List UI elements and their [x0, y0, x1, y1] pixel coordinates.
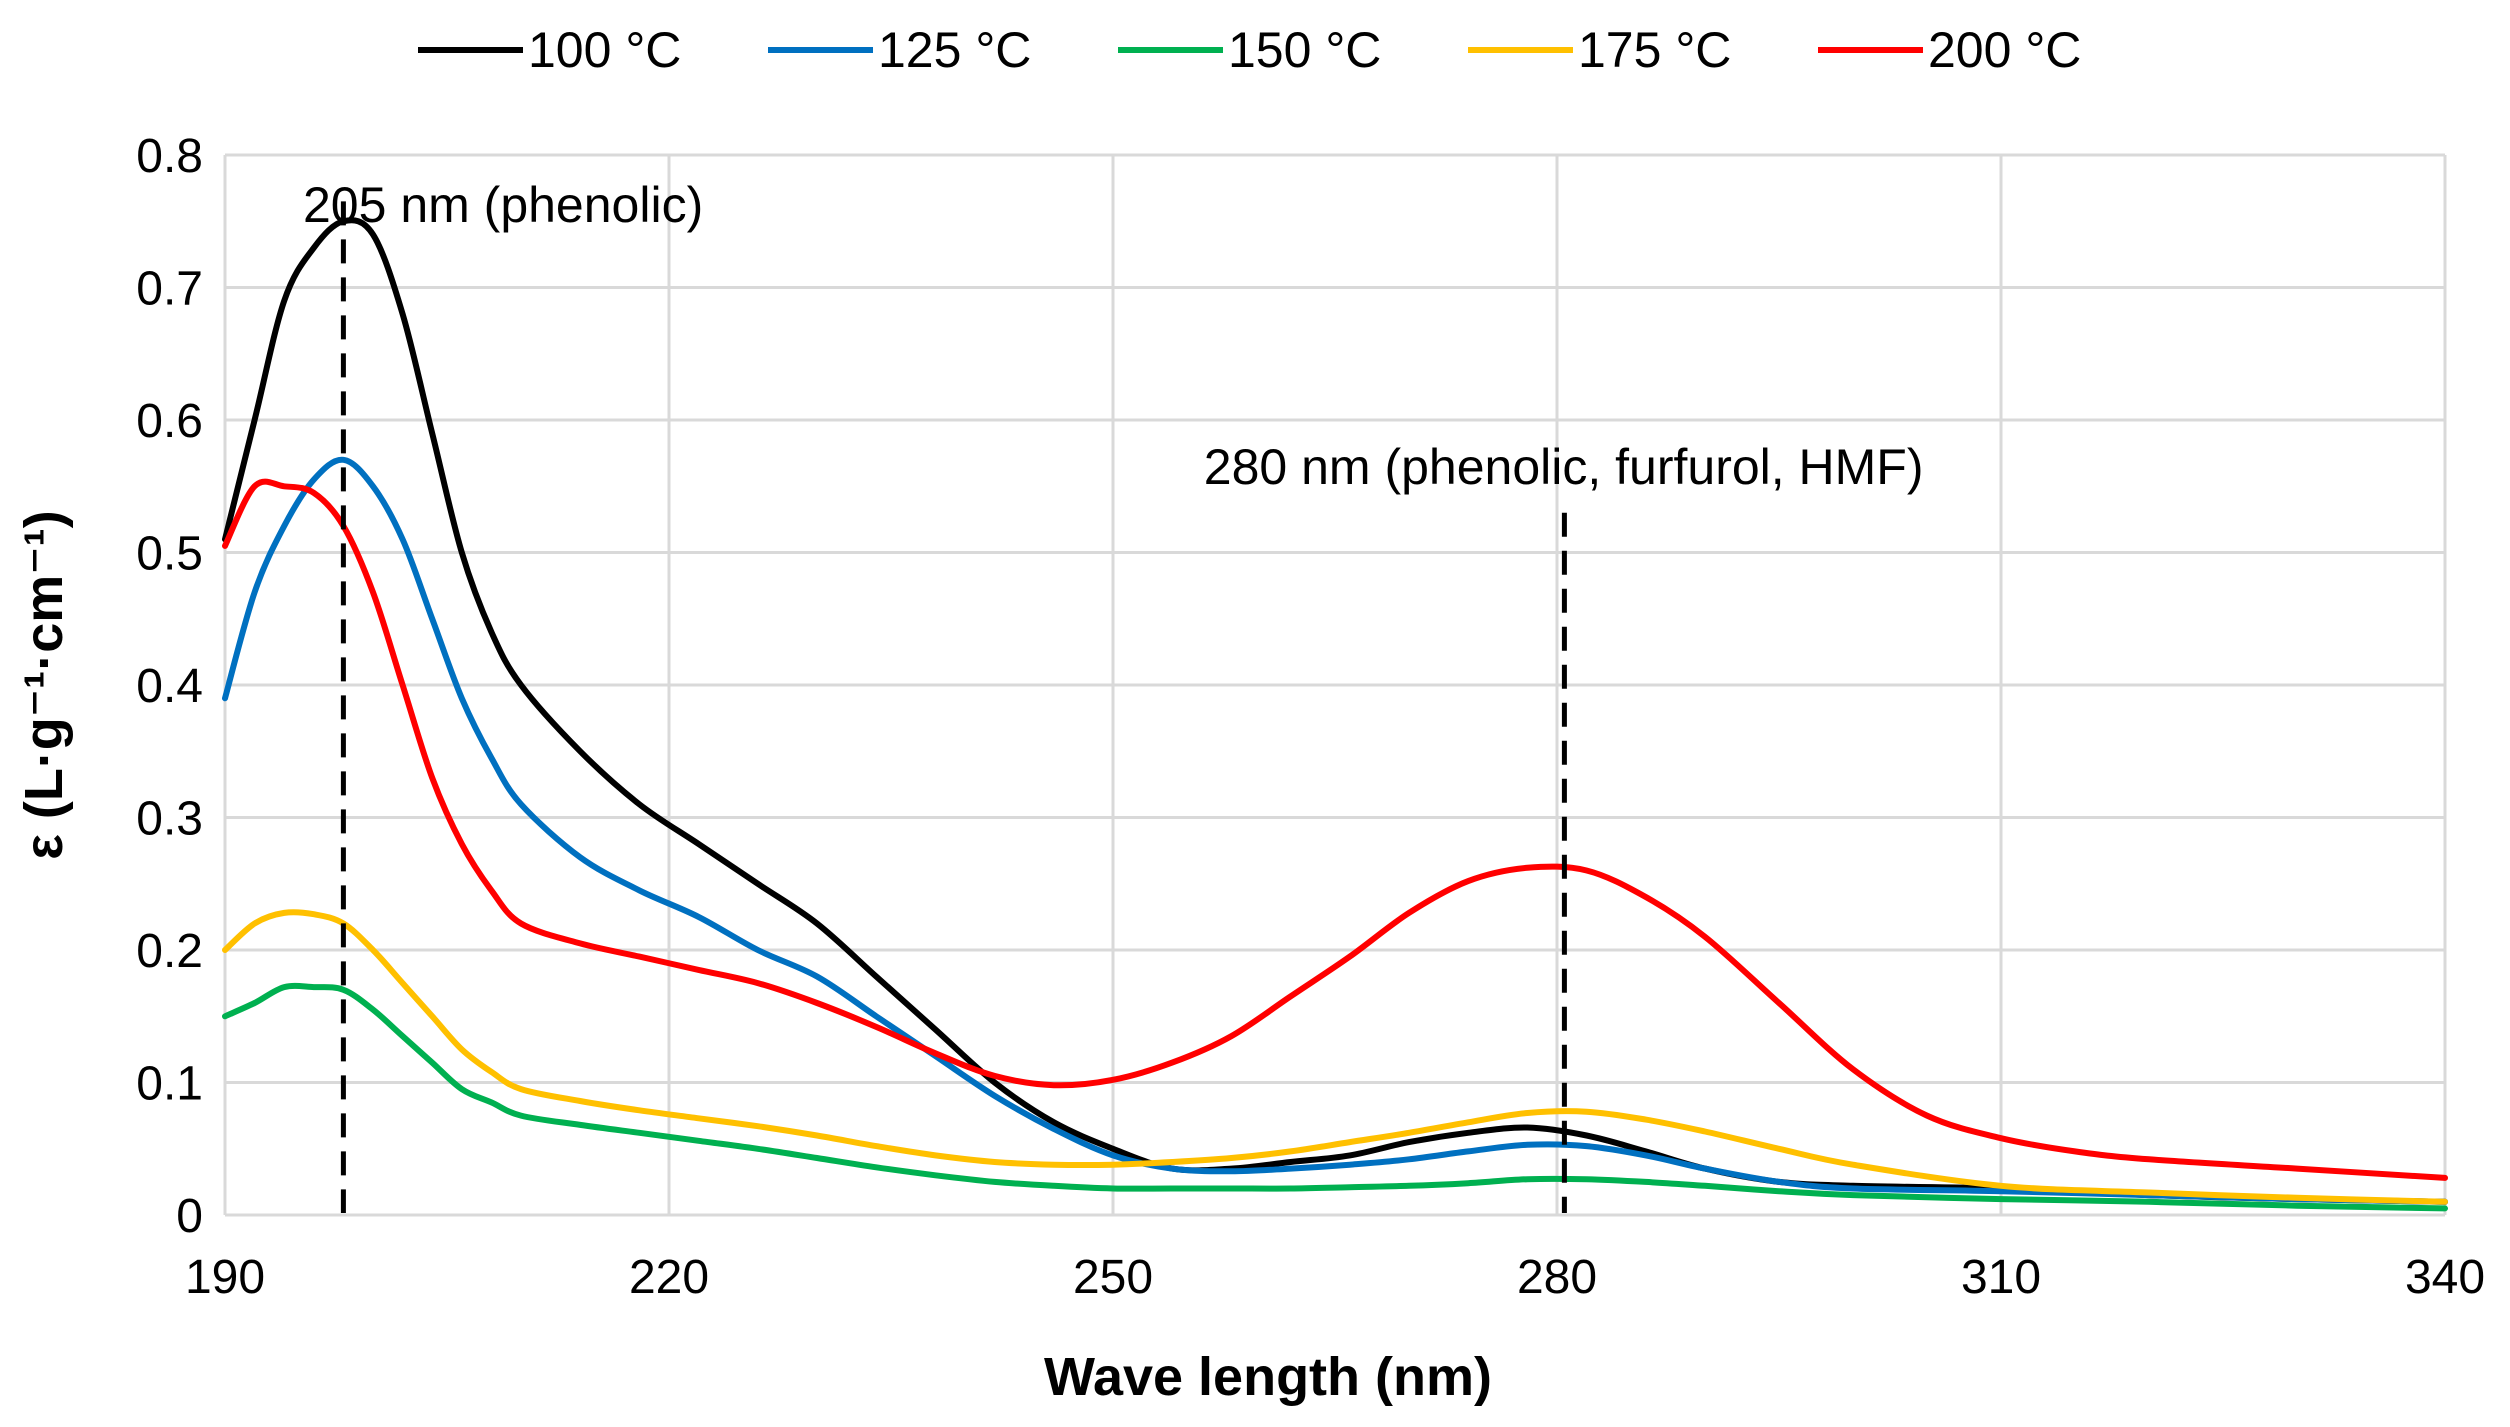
reference-lines — [340, 201, 1567, 1213]
annotation-label: 280 nm (phenolic, furfurol, HMF) — [1204, 439, 1924, 495]
legend-label: 200 °C — [1928, 22, 2081, 78]
y-tick-label: 0.1 — [136, 1058, 203, 1111]
series-line-150c — [222, 982, 2448, 1212]
series-line-125c — [222, 456, 2448, 1205]
y-tick-label: 0.4 — [136, 660, 203, 713]
y-axis-ticks: 0 0.1 0.2 0.3 0.4 0.5 0.6 0.7 0.8 — [136, 130, 203, 1243]
y-tick-label: 0.2 — [136, 925, 203, 978]
y-tick-label: 0 — [176, 1190, 203, 1243]
legend-label: 175 °C — [1578, 22, 1731, 78]
y-tick-label: 0.7 — [136, 263, 203, 316]
x-tick-label: 280 — [1517, 1251, 1597, 1304]
x-tick-label: 190 — [185, 1251, 265, 1304]
x-axis-title: Wave length (nm) — [1044, 1347, 1492, 1407]
x-tick-label: 250 — [1073, 1251, 1153, 1304]
legend: 100 °C 125 °C 150 °C 175 °C 200 °C — [418, 22, 2081, 78]
x-axis-ticks: 190 220 250 280 310 340 — [185, 1251, 2485, 1304]
y-tick-label: 0.5 — [136, 528, 203, 581]
y-tick-label: 0.3 — [136, 793, 203, 846]
legend-label: 125 °C — [878, 22, 1031, 78]
y-tick-label: 0.6 — [136, 395, 203, 448]
annotations: 205 nm (phenolic) 280 nm (phenolic, furfu… — [303, 177, 1924, 495]
series-lines — [222, 217, 2448, 1212]
legend-label: 150 °C — [1228, 22, 1381, 78]
y-axis-title: ε (L·g⁻¹·cm⁻¹) — [14, 510, 74, 860]
series-line-175c — [222, 909, 2448, 1205]
annotation-label: 205 nm (phenolic) — [303, 177, 703, 233]
series-line-200c — [222, 478, 2448, 1181]
y-tick-label: 0.8 — [136, 130, 203, 183]
x-tick-label: 220 — [629, 1251, 709, 1304]
x-tick-label: 310 — [1961, 1251, 2041, 1304]
x-tick-label: 340 — [2405, 1251, 2485, 1304]
legend-label: 100 °C — [528, 22, 681, 78]
